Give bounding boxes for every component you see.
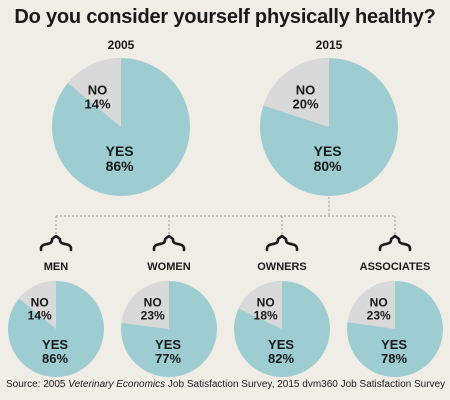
- women-yes-value: 77%: [155, 351, 181, 366]
- 2005-title: 2005: [108, 38, 135, 52]
- women-no-label: NO: [144, 295, 162, 309]
- 2005-no-label: NO: [88, 83, 108, 98]
- men-title: MEN: [44, 261, 69, 273]
- men-slice-no: [19, 281, 56, 329]
- 2015-no-label: NO: [296, 83, 316, 98]
- source-note: Source: 2005 Veterinary Economics Job Sa…: [6, 379, 446, 390]
- source-publication: Veterinary Economics: [68, 379, 166, 390]
- men-no-value: 14%: [28, 308, 52, 322]
- 2015-yes-value: 80%: [314, 158, 343, 174]
- women-yes-label: YES: [155, 337, 181, 352]
- owners-slice-no: [238, 281, 282, 329]
- women-title: WOMEN: [147, 261, 190, 273]
- 2015-title: 2015: [316, 38, 343, 52]
- owners-yes-value: 82%: [268, 351, 294, 366]
- 2005-yes-value: 86%: [106, 158, 135, 174]
- men-yes-value: 86%: [42, 351, 68, 366]
- 2005-no-value: 14%: [85, 97, 111, 112]
- associates-slice-no: [347, 281, 395, 329]
- men-yes-label: YES: [42, 337, 68, 352]
- women-no-value: 23%: [141, 308, 165, 322]
- women-brace: [152, 234, 186, 252]
- 2015-slice-no: [263, 58, 329, 127]
- associates-no-value: 23%: [367, 308, 391, 322]
- women-slice-no: [121, 281, 169, 329]
- owners-brace: [265, 234, 299, 252]
- owners-yes-label: YES: [268, 337, 294, 352]
- 2015-no-value: 20%: [293, 97, 319, 112]
- 2005-yes-label: YES: [106, 143, 134, 159]
- owners-no-value: 18%: [254, 308, 278, 322]
- associates-yes-label: YES: [381, 337, 407, 352]
- associates-no-label: NO: [370, 295, 388, 309]
- 2015-yes-label: YES: [314, 143, 342, 159]
- owners-title: OWNERS: [257, 261, 307, 273]
- associates-title: ASSOCIATES: [360, 261, 431, 273]
- associates-yes-value: 78%: [381, 351, 407, 366]
- chart-title: Do you consider yourself physically heal…: [14, 6, 436, 28]
- source-suffix: Job Satisfaction Survey, 2015 dvm360 Job…: [165, 379, 446, 390]
- men-brace: [39, 234, 73, 252]
- 2005-slice-no: [67, 58, 121, 127]
- owners-no-label: NO: [257, 295, 275, 309]
- associates-brace: [378, 234, 412, 252]
- source-prefix: Source: 2005: [6, 379, 69, 390]
- men-no-label: NO: [31, 295, 49, 309]
